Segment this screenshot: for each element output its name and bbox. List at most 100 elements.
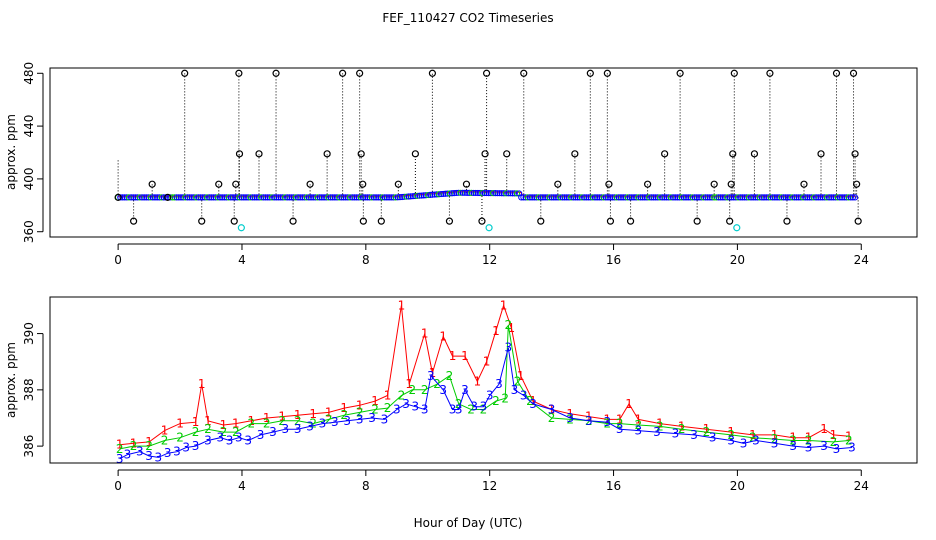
baseline-point xyxy=(355,194,362,201)
baseline-point xyxy=(760,194,768,201)
baseline-point xyxy=(377,194,384,201)
series-2-marker: 2 xyxy=(232,425,240,439)
series-3-marker: 3 xyxy=(343,414,351,428)
baseline-point xyxy=(455,189,462,196)
series-3-marker: 3 xyxy=(470,400,478,414)
series-2-marker: 2 xyxy=(176,431,184,445)
baseline-point xyxy=(672,194,679,201)
baseline-point xyxy=(739,194,746,201)
baseline-point xyxy=(851,194,859,201)
baseline-point xyxy=(825,194,833,201)
baseline-point xyxy=(830,194,837,201)
baseline-point xyxy=(828,194,835,201)
series-1-marker: 1 xyxy=(429,366,437,380)
series-3-marker: 3 xyxy=(182,441,190,455)
baseline-point xyxy=(201,194,208,201)
spike-point xyxy=(571,150,579,158)
baseline-point xyxy=(349,194,356,201)
series-3-marker: 3 xyxy=(833,442,841,456)
baseline-point xyxy=(197,194,204,201)
baseline-point xyxy=(661,194,668,201)
series-2-marker: 2 xyxy=(116,442,124,456)
spike-point xyxy=(481,150,489,158)
series-3-marker: 3 xyxy=(427,369,435,383)
baseline-point xyxy=(416,192,423,199)
baseline-point xyxy=(212,194,219,201)
series-1-marker: 1 xyxy=(473,374,481,388)
series-1-marker: 1 xyxy=(356,398,364,412)
spike-point xyxy=(359,217,367,225)
series-3-marker: 3 xyxy=(282,422,290,436)
series-3-marker: 3 xyxy=(155,450,163,464)
baseline-point xyxy=(576,194,583,201)
series-3-marker: 3 xyxy=(529,397,537,411)
baseline-point xyxy=(418,192,425,199)
baseline-point xyxy=(724,194,731,201)
baseline-point xyxy=(342,194,349,201)
spike-point xyxy=(356,69,364,77)
baseline-point xyxy=(539,194,547,201)
baseline-point xyxy=(815,194,822,201)
series-3-marker: 3 xyxy=(257,428,265,442)
baseline-point xyxy=(422,192,430,199)
series-3-marker: 3 xyxy=(585,414,593,428)
baseline-point xyxy=(678,194,685,201)
baseline-point xyxy=(531,194,538,201)
series-3-marker: 3 xyxy=(269,425,277,439)
spike-point xyxy=(537,217,545,225)
baseline-point xyxy=(375,194,382,201)
series-1-marker: 1 xyxy=(461,349,469,363)
baseline-point xyxy=(151,194,159,201)
baseline-point xyxy=(587,194,594,201)
baseline-point xyxy=(511,190,518,197)
baseline-point xyxy=(292,194,299,201)
baseline-point xyxy=(500,190,508,197)
spike-point xyxy=(255,150,263,158)
baseline-point xyxy=(708,194,716,201)
baseline-point xyxy=(401,193,408,200)
baseline-point xyxy=(245,194,252,201)
series-3-marker: 3 xyxy=(461,383,469,397)
baseline-point xyxy=(552,194,560,201)
baseline-point xyxy=(691,194,698,201)
baseline-point xyxy=(310,194,317,201)
baseline-point xyxy=(260,194,267,201)
baseline-point xyxy=(513,190,521,197)
spike-point xyxy=(114,193,122,201)
series-3-marker: 3 xyxy=(805,441,813,455)
baseline-point xyxy=(203,194,211,201)
spike-point xyxy=(215,180,223,188)
series-3-marker: 3 xyxy=(439,383,447,397)
baseline-point xyxy=(682,194,690,201)
spike-point xyxy=(710,180,718,188)
baseline-point xyxy=(208,194,215,201)
baseline-point xyxy=(143,194,150,201)
baseline-point xyxy=(362,194,369,201)
baseline-point xyxy=(333,194,341,201)
baseline-point xyxy=(327,194,334,201)
baseline-point xyxy=(838,194,846,201)
baseline-point xyxy=(206,194,213,201)
baseline-point xyxy=(624,194,631,201)
spike-point xyxy=(230,217,238,225)
baseline-point xyxy=(457,189,464,196)
baseline-point xyxy=(641,194,648,201)
baseline-point xyxy=(216,194,224,201)
spike-point xyxy=(783,217,791,225)
spike-point xyxy=(306,180,314,188)
baseline-point xyxy=(563,194,570,201)
baseline-point xyxy=(219,194,226,201)
baseline-point xyxy=(548,194,555,201)
series-3-marker: 3 xyxy=(789,439,797,453)
series-3-marker: 3 xyxy=(306,419,314,433)
baseline-point xyxy=(565,194,573,201)
series-2-marker: 2 xyxy=(204,422,212,436)
baseline-point xyxy=(136,194,143,201)
baseline-point xyxy=(721,194,729,201)
baseline-point xyxy=(262,194,269,201)
baseline-point xyxy=(520,194,527,201)
series-3-marker: 3 xyxy=(192,439,200,453)
baseline-point xyxy=(318,194,325,201)
baseline-point xyxy=(559,194,566,201)
